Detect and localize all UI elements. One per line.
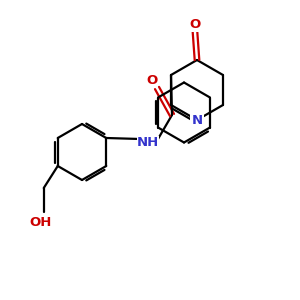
Text: NH: NH [137, 136, 159, 148]
Text: N: N [191, 113, 203, 127]
Text: O: O [146, 74, 158, 88]
Text: O: O [189, 17, 201, 31]
Text: OH: OH [30, 215, 52, 229]
